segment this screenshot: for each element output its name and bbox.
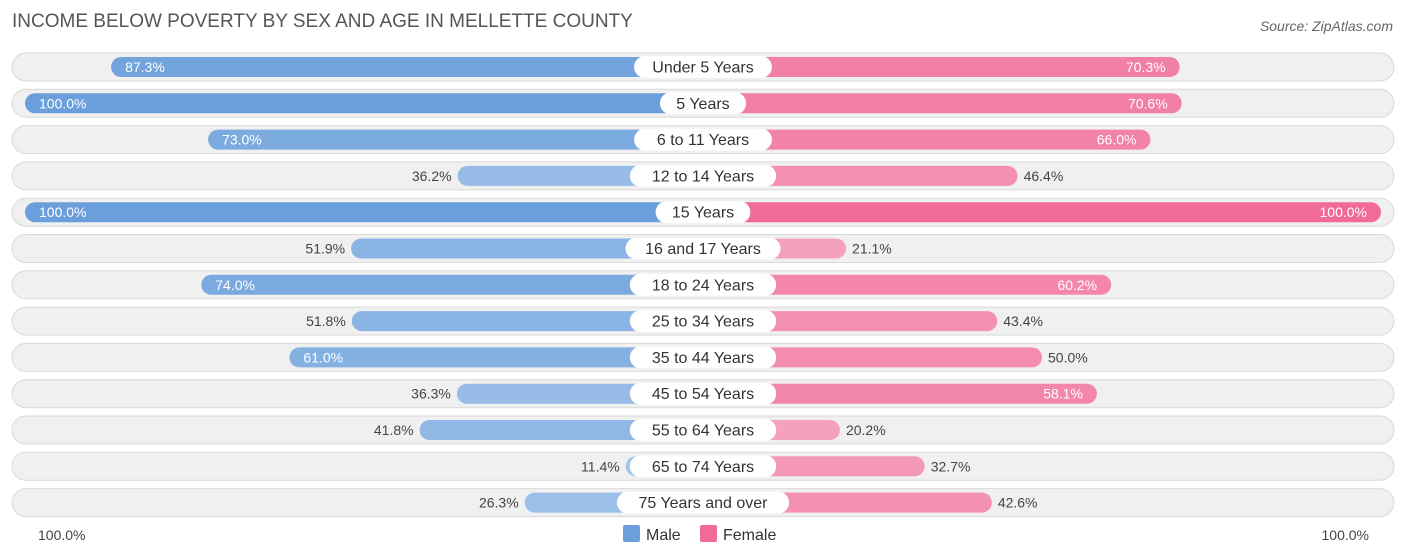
legend-male-swatch — [623, 525, 640, 542]
category-label: 16 and 17 Years — [645, 241, 761, 258]
legend-female-swatch — [700, 525, 717, 542]
category-pill — [634, 56, 772, 78]
category-pill — [629, 382, 777, 405]
bar-female — [703, 129, 1151, 150]
bar-female — [703, 311, 998, 332]
category-label: 5 Years — [676, 96, 729, 113]
bar-male — [201, 274, 703, 295]
chart-row: 5 Years 100.0% 70.6% — [11, 88, 1395, 118]
value-label-female: 32.7% — [931, 458, 971, 474]
chart-row: 65 to 74 Years 11.4% 32.7% — [11, 451, 1395, 481]
chart-title: INCOME BELOW POVERTY BY SEX AND AGE IN M… — [12, 11, 633, 32]
category-label: 6 to 11 Years — [657, 132, 749, 149]
value-label-male: 87.3% — [125, 59, 165, 75]
category-label: 65 to 74 Years — [652, 459, 754, 476]
bar-female — [703, 347, 1042, 368]
chart-row: Under 5 Years 87.3% 70.3% — [11, 52, 1395, 82]
category-pill — [629, 346, 777, 369]
bar-male — [208, 129, 703, 150]
category-pill — [634, 128, 772, 151]
bar-female — [703, 274, 1112, 295]
value-label-female: 42.6% — [998, 495, 1038, 511]
value-label-male: 100.0% — [39, 204, 86, 220]
category-pill — [629, 164, 777, 187]
category-label: 75 Years and over — [639, 495, 769, 512]
value-label-female: 70.3% — [1126, 59, 1166, 75]
chart-row: 12 to 14 Years 36.2% 46.4% — [11, 161, 1395, 191]
value-label-female: 60.2% — [1057, 277, 1097, 293]
value-label-male: 74.0% — [215, 277, 255, 293]
category-label: 12 to 14 Years — [652, 168, 754, 185]
category-pill — [659, 92, 747, 115]
value-label-female: 20.2% — [846, 422, 886, 438]
value-label-male: 41.8% — [374, 422, 414, 438]
chart-rows: Under 5 Years 87.3% 70.3% 5 Years 100.0% 70.6… — [11, 52, 1395, 518]
category-label: 45 to 54 Years — [652, 386, 754, 403]
chart-row: 55 to 64 Years 41.8% 20.2% — [11, 415, 1395, 445]
bar-male — [289, 347, 703, 368]
chart-row: 45 to 54 Years 36.3% 58.1% — [11, 379, 1395, 409]
legend-female-label: Female — [723, 527, 776, 544]
bar-female — [703, 383, 1097, 404]
category-pill — [655, 201, 751, 224]
chart-source: Source: ZipAtlas.com — [1260, 18, 1393, 34]
chart-row: 35 to 44 Years 61.0% 50.0% — [11, 342, 1395, 372]
category-pill — [629, 455, 777, 478]
category-pill — [629, 419, 777, 441]
value-label-female: 70.6% — [1128, 95, 1168, 111]
category-label: 15 Years — [672, 205, 734, 222]
value-label-female: 21.1% — [852, 241, 892, 257]
bar-male — [351, 311, 703, 332]
category-pill — [629, 273, 777, 296]
value-label-female: 58.1% — [1043, 386, 1083, 402]
legend-male-label: Male — [646, 527, 681, 544]
value-label-male: 73.0% — [222, 132, 262, 148]
category-label: 35 to 44 Years — [652, 350, 754, 367]
value-label-male: 61.0% — [303, 349, 343, 365]
value-label-female: 46.4% — [1024, 168, 1064, 184]
chart-row: 6 to 11 Years 73.0% 66.0% — [11, 125, 1395, 155]
axis-right-label: 100.0% — [1322, 527, 1369, 543]
category-pill — [616, 491, 790, 514]
value-label-male: 100.0% — [39, 95, 86, 111]
chart-row: 25 to 34 Years 51.8% 43.4% — [11, 306, 1395, 336]
value-label-female: 50.0% — [1048, 349, 1088, 365]
value-label-female: 43.4% — [1003, 313, 1043, 329]
category-label: Under 5 Years — [652, 60, 753, 77]
value-label-female: 66.0% — [1097, 132, 1137, 148]
value-label-male: 36.3% — [411, 386, 451, 402]
value-label-female: 100.0% — [1320, 204, 1367, 220]
value-label-male: 51.8% — [306, 313, 346, 329]
chart-row: 15 Years 100.0% 100.0% — [11, 197, 1395, 227]
category-pill — [625, 237, 781, 260]
axis-left-label: 100.0% — [38, 527, 85, 543]
category-pill — [629, 310, 777, 333]
value-label-male: 51.9% — [305, 241, 345, 257]
value-label-male: 36.2% — [412, 168, 452, 184]
chart-row: 75 Years and over 26.3% 42.6% — [11, 488, 1395, 518]
bar-male — [111, 57, 703, 77]
value-label-male: 26.3% — [479, 495, 519, 511]
bar-female — [703, 57, 1180, 77]
category-label: 55 to 64 Years — [652, 423, 754, 440]
category-label: 25 to 34 Years — [652, 314, 754, 331]
bar-female — [703, 165, 1018, 186]
value-label-male: 11.4% — [581, 458, 620, 474]
bar-male — [25, 202, 703, 223]
bar-female — [703, 93, 1182, 114]
category-label: 18 to 24 Years — [652, 277, 754, 294]
legend: Male Female — [623, 525, 776, 544]
bar-male — [351, 238, 703, 259]
chart-row: 18 to 24 Years 74.0% 60.2% — [11, 270, 1395, 300]
bar-male — [25, 93, 703, 114]
chart-row: 16 and 17 Years 51.9% 21.1% — [11, 234, 1395, 263]
bar-female — [703, 202, 1381, 223]
